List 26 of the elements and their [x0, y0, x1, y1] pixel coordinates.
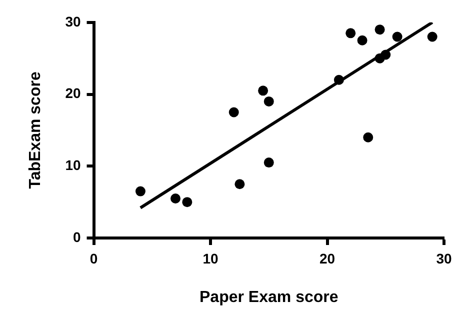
point [374, 24, 385, 35]
point [234, 179, 245, 190]
point [182, 197, 192, 208]
point [363, 132, 374, 142]
point [228, 107, 239, 118]
point [392, 32, 402, 42]
point [346, 28, 356, 38]
y-axis-title: TabExam score [27, 72, 44, 189]
point [170, 193, 180, 204]
point [264, 96, 274, 106]
point [380, 50, 391, 60]
x-axis-title: Paper Exam score [200, 288, 338, 306]
x-tick-label: 30 [436, 250, 452, 266]
point [334, 74, 344, 85]
x-tick-label: 20 [319, 250, 336, 266]
point [135, 186, 146, 196]
point [357, 35, 368, 46]
point [264, 158, 274, 168]
point [258, 86, 268, 96]
y-tick-label: 30 [65, 13, 81, 30]
y-tick-label: 20 [65, 85, 81, 102]
x-tick-label: 0 [90, 250, 98, 266]
point [427, 32, 438, 42]
y-tick-label: 0 [72, 228, 81, 245]
y-tick-label: 10 [65, 156, 81, 173]
x-tick-label: 10 [202, 250, 219, 266]
